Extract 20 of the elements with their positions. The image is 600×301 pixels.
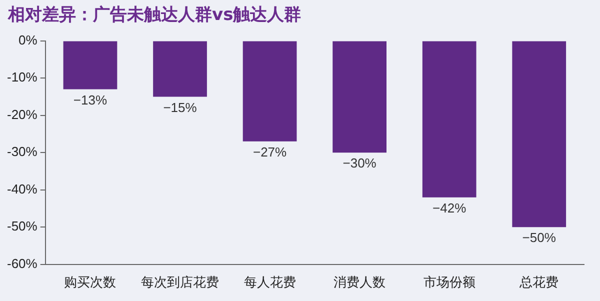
data-label: −15% bbox=[163, 100, 198, 115]
x-tick-label: 消费人数 bbox=[334, 276, 386, 291]
data-label: −13% bbox=[73, 92, 108, 108]
y-tick-label: -40% bbox=[6, 181, 38, 196]
x-tick-label: 每次到店花费 bbox=[141, 274, 220, 291]
y-tick-label: -20% bbox=[6, 106, 38, 122]
data-label: −42% bbox=[432, 200, 467, 216]
x-tick-label: 总花费 bbox=[518, 276, 559, 291]
y-tick-label: -60% bbox=[6, 256, 38, 271]
data-label: −30% bbox=[342, 156, 377, 171]
y-tick-label: 0% bbox=[18, 32, 38, 48]
x-tick-label: 购买次数 bbox=[64, 276, 116, 291]
y-tick-label: -50% bbox=[6, 218, 38, 234]
y-tick-label: -10% bbox=[6, 70, 38, 85]
data-label: −27% bbox=[252, 144, 288, 160]
data-label: −50% bbox=[522, 230, 556, 246]
x-tick-label: 每人花费 bbox=[244, 276, 296, 291]
x-tick-label: 市场份额 bbox=[423, 276, 476, 291]
y-tick-label: -30% bbox=[6, 144, 38, 160]
chart-title: 相对差异：广告未触达人群vs触达人群 bbox=[6, 4, 302, 27]
